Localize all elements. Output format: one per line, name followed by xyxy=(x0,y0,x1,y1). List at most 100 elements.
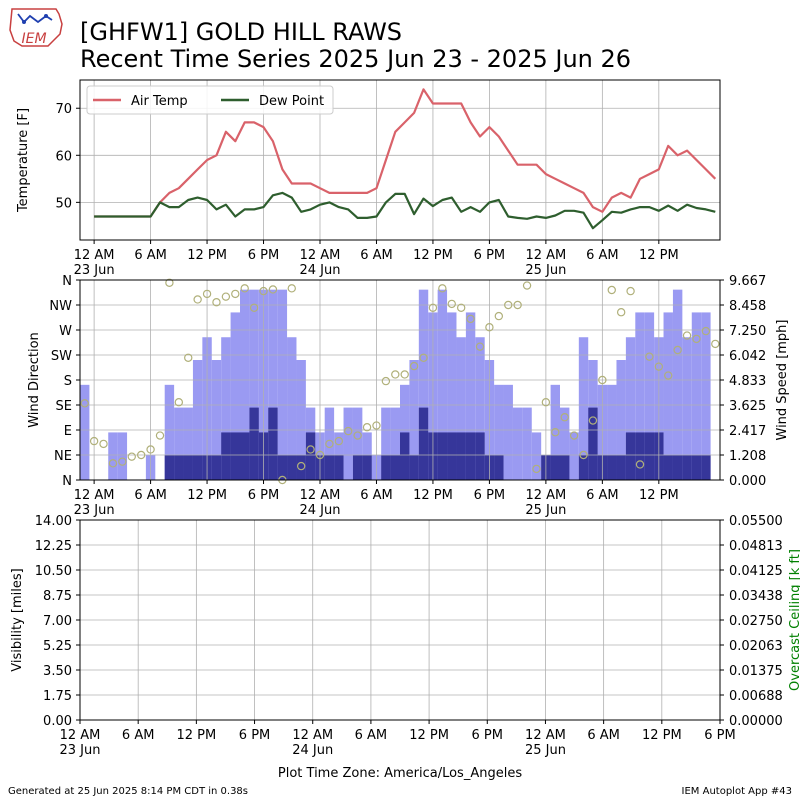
wind-direction-marker xyxy=(240,284,249,293)
wind-speed-bar xyxy=(465,432,476,480)
visibility-x-tick-label: 12 PM xyxy=(642,728,682,743)
wind-direction-marker xyxy=(165,278,174,287)
wind-direction-marker xyxy=(184,353,193,362)
wind-gust-bar xyxy=(512,407,523,480)
wind-direction-marker xyxy=(494,311,504,321)
wind-gust-bar xyxy=(287,337,297,480)
wind-direction-marker xyxy=(475,342,485,351)
wind-direction-tick-label: E xyxy=(64,424,72,439)
logo-text: IEM xyxy=(21,31,46,47)
wind-x-tick-label: 25 Jun xyxy=(525,503,566,518)
visibility-y-ticks: 0.00 1.75 3.50 5.25 7.00 8.75 10.50 12.25 14.00 xyxy=(35,514,80,729)
wind-direction-marker xyxy=(598,375,607,385)
wind-direction-marker xyxy=(287,284,296,293)
wind-gust-bar xyxy=(277,289,288,480)
wind-gust-bar xyxy=(672,289,683,480)
wind-speed-tick-label: 0.000 xyxy=(729,474,766,489)
wind-direction-marker xyxy=(635,460,645,469)
temperature-y-tick-label: 50 xyxy=(55,196,72,211)
legend-air-temp-label: Air Temp xyxy=(131,94,188,109)
wind-speed-bar xyxy=(296,455,306,480)
wind-speed-bar xyxy=(616,455,626,480)
visibility-x-tick-label: 12 AM xyxy=(525,728,566,743)
wind-gust-bar xyxy=(560,407,570,480)
temperature-x-tick-label: 25 Jun xyxy=(525,263,566,278)
temperature-x-tick-label: 12 PM xyxy=(187,248,227,263)
wind-direction-marker xyxy=(541,398,551,407)
wind-direction-marker xyxy=(522,281,532,290)
wind-gust-bar xyxy=(164,384,175,480)
wind-gust-bar xyxy=(465,312,476,480)
wind-direction-marker xyxy=(654,362,664,371)
temperature-axes-frame xyxy=(79,79,721,241)
wind-x-tick-label: 23 Jun xyxy=(74,503,115,518)
wind-direction-tick-label: N xyxy=(62,274,72,289)
wind-speed-bar xyxy=(400,432,410,480)
visibility-x-tick-label: 6 AM xyxy=(587,728,620,743)
wind-direction-marker xyxy=(174,398,184,407)
wind-direction-marker xyxy=(456,303,466,312)
wind-direction-marker xyxy=(372,421,381,430)
wind-speed-bar xyxy=(701,455,711,480)
wind-direction-marker xyxy=(419,353,428,362)
wind-x-tick-label: 6 AM xyxy=(360,488,393,503)
wind-direction-tick-label: NE xyxy=(54,449,72,464)
wind-gust-bar xyxy=(80,384,90,480)
wind-direction-marker xyxy=(306,445,315,454)
visibility-x-tick-label: 6 PM xyxy=(239,728,270,743)
wind-direction-marker xyxy=(532,464,541,474)
temperature-x-tick-label: 6 AM xyxy=(586,248,619,263)
wind-gust-bar xyxy=(447,312,457,480)
wind-speed-bar xyxy=(550,455,560,480)
wind-speed-bar xyxy=(221,432,231,480)
wind-direction-marker xyxy=(136,450,146,460)
wind-gust-bar xyxy=(522,407,532,480)
ceiling-y-tick-label: 0.01375 xyxy=(729,664,783,679)
wind-speed-bar xyxy=(174,455,184,480)
wind-speed-bar xyxy=(644,432,655,480)
wind-gust-bar xyxy=(550,384,560,480)
wind-gust-bar xyxy=(569,432,579,480)
temperature-x-tick-label: 12 AM xyxy=(74,248,115,263)
wind-direction-marker xyxy=(504,300,513,310)
wind-x-tick-label: 6 AM xyxy=(586,488,619,503)
wind-direction-marker xyxy=(108,459,118,468)
wind-direction-marker xyxy=(80,399,89,408)
temperature-x-tick-label: 12 PM xyxy=(413,248,453,263)
wind-panel: N NE E SE S SW W NW N 0.000 1.208 2.417 3.625 4.833 6… xyxy=(27,274,790,518)
visibility-y-tick-label: 3.50 xyxy=(43,664,72,679)
temperature-y-ticks: 50 60 70 xyxy=(55,102,80,211)
wind-gust-bar xyxy=(211,360,222,480)
ceiling-y-tick-label: 0.00000 xyxy=(729,714,783,729)
wind-speed-tick-label: 2.417 xyxy=(729,424,766,439)
wind-speed-bar xyxy=(390,455,400,480)
wind-direction-ticks: N NE E SE S SW W NW N xyxy=(49,274,80,489)
wind-direction-marker xyxy=(334,436,344,446)
temperature-x-tick-label: 6 AM xyxy=(360,248,393,263)
wind-direction-marker xyxy=(673,345,682,355)
wind-direction-marker xyxy=(466,314,475,324)
wind-direction-marker xyxy=(155,431,165,440)
wind-speed-bar xyxy=(249,407,259,480)
wind-x-tick-label: 6 PM xyxy=(248,488,279,503)
wind-direction-marker xyxy=(513,300,522,310)
wind-direction-marker xyxy=(353,431,362,440)
wind-speed-bar xyxy=(607,455,617,480)
wind-speed-bar xyxy=(456,432,466,480)
wind-direction-marker xyxy=(588,416,598,425)
visibility-x-tick-label: 6 AM xyxy=(122,728,155,743)
wind-direction-marker xyxy=(381,376,391,386)
wind-gust-bar xyxy=(578,337,589,480)
wind-speed-bar xyxy=(305,432,316,480)
ceiling-y-ticks: 0.00000 0.00688 0.01375 0.02063 0.02750 0.034… xyxy=(720,514,783,729)
wind-x-tick-label: 12 AM xyxy=(300,488,341,503)
temperature-lines xyxy=(94,88,717,230)
wind-speed-bar xyxy=(663,455,673,480)
wind-speed-tick-label: 9.667 xyxy=(729,274,766,289)
wind-gust-bar xyxy=(437,289,448,480)
visibility-grid xyxy=(79,519,721,721)
wind-gust-bar xyxy=(418,289,429,480)
visibility-x-tick-label: 12 AM xyxy=(60,728,101,743)
legend-box xyxy=(86,85,334,115)
wind-speed-bar xyxy=(277,455,288,480)
